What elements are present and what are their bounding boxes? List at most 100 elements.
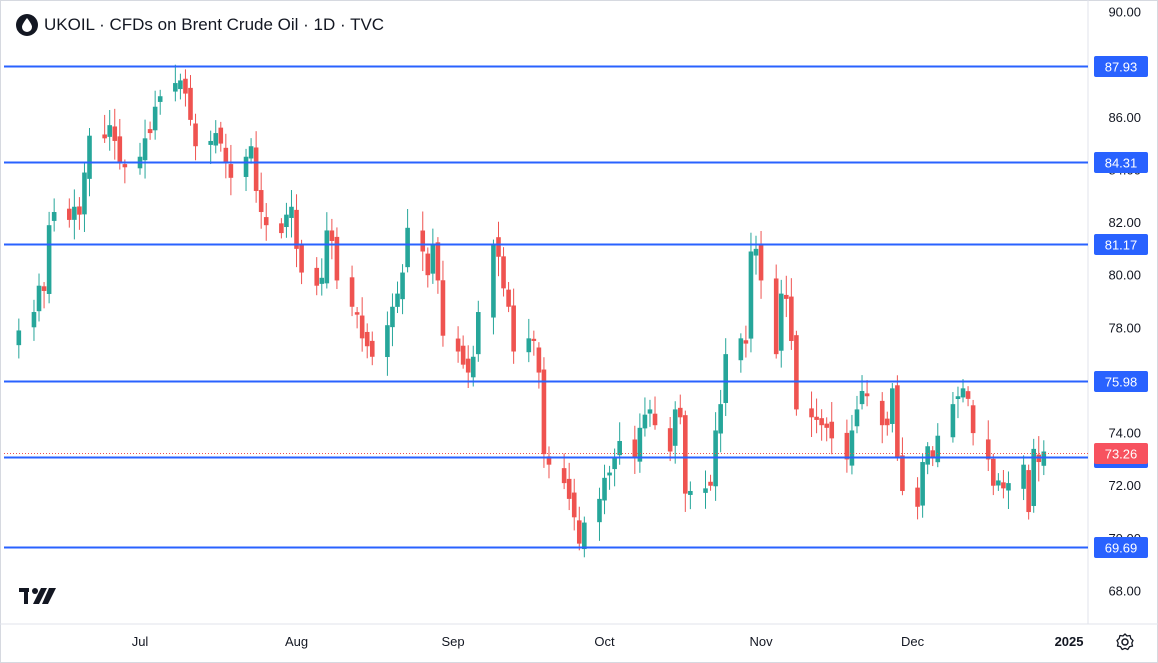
candle-body [284, 214, 289, 228]
candle-body [16, 330, 22, 346]
candle-body [46, 225, 52, 294]
chart-title: UKOIL · CFDs on Brent Crude Oil · 1D · T… [44, 15, 385, 34]
candle [279, 218, 284, 239]
time-tick-label: 2025 [1055, 634, 1084, 649]
candle-body [677, 407, 683, 418]
candle [683, 410, 688, 512]
candle-body [991, 458, 996, 486]
candle-body [541, 369, 547, 455]
candle [152, 90, 158, 140]
candle [218, 121, 224, 152]
candle-body [824, 423, 829, 428]
candle-body [582, 522, 587, 550]
candle-body [253, 147, 259, 191]
candle [930, 446, 936, 467]
candle [829, 402, 835, 455]
candle [157, 89, 163, 115]
candle [632, 425, 638, 474]
candle-body [506, 289, 511, 307]
candle-body [460, 345, 466, 365]
oil-drop-icon [16, 14, 38, 36]
candle-body [571, 492, 577, 518]
candle [72, 189, 77, 240]
candle [253, 131, 259, 203]
candle [491, 239, 496, 335]
candle-body [955, 396, 961, 400]
candle [420, 211, 426, 272]
candle-body [435, 242, 441, 281]
candle [117, 118, 123, 170]
time-axis: Jul Aug Sep Oct Nov Dec 2025 [132, 634, 1084, 649]
candle-body [193, 123, 198, 147]
candle-body [102, 134, 107, 139]
candle [263, 203, 269, 241]
candle-body [41, 286, 47, 291]
candle-body [819, 418, 824, 426]
candle-body [1006, 483, 1011, 491]
candle [475, 300, 481, 362]
candle-body [36, 285, 42, 312]
candle [67, 198, 72, 228]
candle-body [637, 427, 643, 462]
candle [46, 211, 52, 304]
candle-body [708, 481, 713, 486]
candle [349, 265, 355, 317]
candle [723, 338, 729, 417]
candle-body [965, 391, 971, 399]
candle-body [531, 338, 537, 341]
candle [354, 307, 360, 329]
candle [329, 218, 335, 260]
gear-icon[interactable] [1115, 632, 1135, 652]
candle-body [566, 478, 572, 499]
candle-body [602, 477, 607, 501]
candle-body [900, 455, 905, 491]
candle [526, 318, 532, 363]
candle-body [667, 428, 673, 452]
candle [753, 235, 759, 275]
last-price-label: 73.26 [1105, 447, 1138, 462]
candle-body [294, 209, 299, 249]
candle [334, 227, 340, 290]
time-tick-label: Dec [901, 634, 925, 649]
candle-body [950, 404, 956, 438]
candle [890, 383, 895, 433]
candle-body [359, 315, 365, 339]
candle-body [753, 248, 759, 256]
candle-body [455, 338, 461, 352]
candle-body [390, 306, 395, 328]
candle [688, 481, 693, 510]
candle-body [930, 450, 936, 457]
candle [1026, 464, 1031, 520]
candle-body [400, 272, 405, 300]
candle-body [607, 472, 612, 476]
candle-body [173, 83, 178, 92]
candle [602, 464, 607, 515]
candle [642, 397, 648, 437]
candle-body [511, 305, 516, 352]
candle-body [783, 294, 789, 299]
candle [708, 474, 713, 491]
candle [435, 237, 441, 294]
candle [501, 247, 506, 297]
candle [738, 333, 744, 373]
candle-body [319, 277, 325, 284]
candle-body [915, 487, 920, 507]
candle-body [652, 413, 658, 426]
candle [859, 375, 865, 410]
candle [496, 221, 501, 277]
candle-body [859, 390, 865, 405]
candle-body [688, 490, 693, 495]
candle-body [647, 409, 653, 414]
candle [460, 335, 466, 369]
price-tick-label: 68.00 [1108, 584, 1141, 599]
candle-body [773, 278, 779, 355]
candle-body [329, 230, 335, 241]
candle [955, 386, 961, 419]
candle [743, 325, 749, 358]
candle-body [112, 126, 118, 141]
time-tick-label: Nov [749, 634, 773, 649]
level-label: 69.69 [1105, 541, 1138, 556]
candle-body [364, 331, 370, 347]
candle-body [248, 146, 254, 159]
